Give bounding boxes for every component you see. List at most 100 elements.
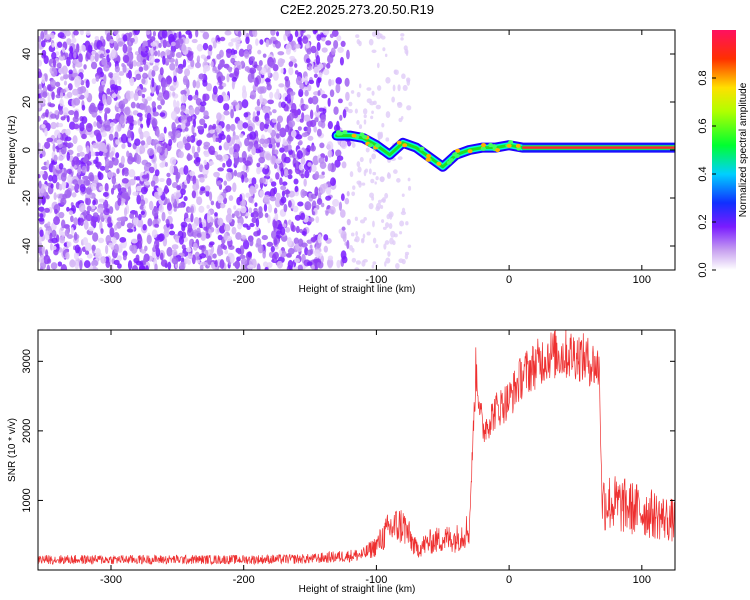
noise-blob [135, 260, 142, 266]
noise-blob [81, 133, 87, 140]
noise-blob [303, 114, 311, 122]
noise-blob [73, 97, 81, 106]
noise-blob [380, 131, 383, 138]
noise-blob [333, 106, 339, 115]
noise-blob [94, 151, 101, 156]
noise-blob [317, 90, 321, 97]
noise-blob [309, 244, 313, 250]
noise-blob [110, 84, 117, 90]
noise-blob [313, 73, 318, 79]
noise-blob [279, 147, 285, 153]
trace-peak-blob [351, 133, 357, 138]
noise-blob [376, 30, 380, 36]
carrier-core [522, 146, 675, 149]
noise-blob [191, 190, 197, 199]
noise-blob [248, 207, 253, 214]
noise-blob [47, 94, 51, 103]
noise-blob [40, 258, 45, 263]
noise-blob [336, 35, 342, 42]
noise-blob [104, 182, 109, 193]
noise-blob [109, 122, 116, 127]
noise-blob [240, 258, 248, 265]
snr-y-ticks: 1000 2000 3000 [21, 349, 675, 513]
noise-blob [38, 104, 41, 109]
noise-blob [191, 145, 196, 154]
noise-blob [44, 141, 51, 149]
noise-blob [330, 177, 336, 187]
noise-blob [306, 120, 313, 128]
noise-blob [259, 121, 265, 132]
noise-blob [247, 264, 254, 270]
noise-blob [368, 168, 372, 175]
noise-blob [280, 167, 285, 177]
noise-blob [129, 90, 135, 99]
noise-blob [251, 177, 257, 186]
noise-blob [333, 39, 339, 50]
noise-blob [306, 144, 311, 153]
noise-blob [165, 49, 171, 56]
noise-blob [400, 37, 404, 41]
noise-blob [310, 236, 317, 243]
noise-blob [90, 144, 94, 154]
noise-blob [393, 169, 398, 174]
trace-peak-blob [467, 149, 473, 154]
x-tick-label: 0 [506, 274, 512, 286]
noise-blob [93, 129, 101, 136]
noise-blob [230, 108, 234, 119]
noise-blob [92, 232, 99, 242]
noise-blob [253, 231, 260, 237]
noise-blob [102, 93, 107, 104]
noise-blob [258, 60, 263, 67]
noise-blob [336, 120, 340, 131]
noise-blob [288, 144, 292, 151]
noise-blob [319, 184, 326, 194]
noise-blob [197, 139, 203, 145]
noise-blob [103, 208, 111, 216]
noise-blob [60, 264, 68, 270]
noise-blob [371, 31, 377, 37]
noise-blob [45, 108, 50, 118]
noise-blob [95, 248, 101, 256]
noise-blob [284, 30, 291, 37]
noise-blob [272, 71, 279, 81]
noise-blob [316, 41, 321, 51]
noise-blob [51, 174, 58, 184]
spectrogram-trace [331, 130, 675, 172]
noise-blob [320, 202, 325, 208]
noise-blob [108, 72, 114, 78]
noise-blob [234, 36, 242, 43]
noise-blob [286, 236, 292, 247]
noise-blob [400, 211, 407, 216]
noise-blob [306, 249, 313, 256]
noise-blob [119, 236, 127, 243]
noise-blob [129, 178, 136, 186]
y-tick-label: -40 [21, 238, 33, 254]
noise-blob [173, 207, 177, 212]
noise-blob [126, 150, 130, 158]
noise-blob [42, 91, 48, 98]
noise-blob [259, 138, 266, 145]
noise-blob [304, 170, 310, 179]
noise-blob [300, 189, 306, 199]
noise-blob [339, 209, 346, 218]
noise-blob [327, 97, 331, 107]
noise-blob [86, 186, 91, 195]
noise-blob [64, 189, 72, 199]
noise-blob [335, 83, 341, 94]
noise-blob [342, 108, 347, 119]
noise-blob [350, 232, 355, 237]
noise-blob [46, 84, 52, 91]
noise-blob [285, 227, 291, 233]
noise-blob [321, 47, 328, 53]
noise-blob [288, 66, 294, 76]
noise-blob [141, 47, 147, 52]
noise-blob [401, 193, 405, 198]
noise-blob [117, 41, 124, 47]
noise-blob [368, 38, 374, 46]
noise-blob [83, 156, 88, 164]
noise-blob [259, 93, 263, 104]
noise-blob [106, 32, 112, 42]
noise-blob [327, 54, 334, 64]
noise-blob [142, 58, 147, 65]
noise-blob [290, 130, 297, 138]
